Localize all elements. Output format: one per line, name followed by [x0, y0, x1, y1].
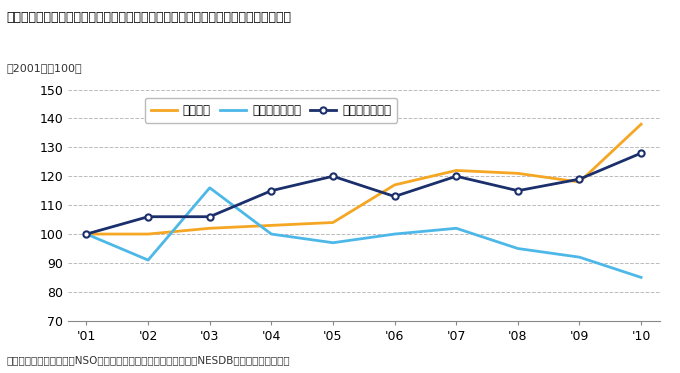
- 名目労働生産性: [82, 232, 90, 236]
- 単位労働コスト: [575, 177, 583, 181]
- 名目賃金: [205, 226, 214, 231]
- Line: 名目労働生産性: 名目労働生産性: [86, 188, 641, 278]
- 名目労働生産性: [329, 241, 337, 245]
- Legend: 名目賃金, 名目労働生産性, 単位労働コスト: 名目賃金, 名目労働生産性, 単位労働コスト: [145, 98, 397, 123]
- 単位労働コスト: [267, 188, 275, 193]
- 単位労働コスト: [82, 232, 90, 236]
- 名目賃金: [144, 232, 152, 236]
- 名目労働生産性: [575, 255, 583, 259]
- 名目労働生産性: [267, 232, 275, 236]
- 単位労働コスト: [205, 214, 214, 219]
- 名目賃金: [267, 223, 275, 228]
- 名目賃金: [329, 220, 337, 225]
- Text: 出所：タイ国家統計局（NSO）、タイ国家経済社会開発委員会（NESDB）より大和総研作成: 出所：タイ国家統計局（NSO）、タイ国家経済社会開発委員会（NESDB）より大和…: [7, 355, 290, 366]
- Text: （2001年＝100）: （2001年＝100）: [7, 63, 82, 73]
- 名目労働生産性: [514, 246, 522, 251]
- 名目賃金: [452, 168, 460, 173]
- Line: 名目賃金: 名目賃金: [86, 124, 641, 234]
- 名目賃金: [82, 232, 90, 236]
- 単位労働コスト: [144, 214, 152, 219]
- 単位労働コスト: [390, 194, 398, 199]
- 名目労働生産性: [452, 226, 460, 231]
- Line: 単位労働コスト: 単位労働コスト: [84, 150, 644, 237]
- 名目賃金: [514, 171, 522, 176]
- 名目労働生産性: [205, 185, 214, 190]
- 名目賃金: [390, 183, 398, 187]
- 単位労働コスト: [514, 188, 522, 193]
- 名目労働生産性: [144, 258, 152, 262]
- Text: 図表３：タイの漁業における名目平均賃金と名目労働生産性、単位労働コストの推移: 図表３：タイの漁業における名目平均賃金と名目労働生産性、単位労働コストの推移: [7, 11, 292, 24]
- 単位労働コスト: [452, 174, 460, 178]
- 名目労働生産性: [637, 275, 645, 280]
- 名目労働生産性: [390, 232, 398, 236]
- 単位労働コスト: [637, 151, 645, 155]
- 単位労働コスト: [329, 174, 337, 178]
- 名目賃金: [637, 122, 645, 126]
- 名目賃金: [575, 180, 583, 184]
